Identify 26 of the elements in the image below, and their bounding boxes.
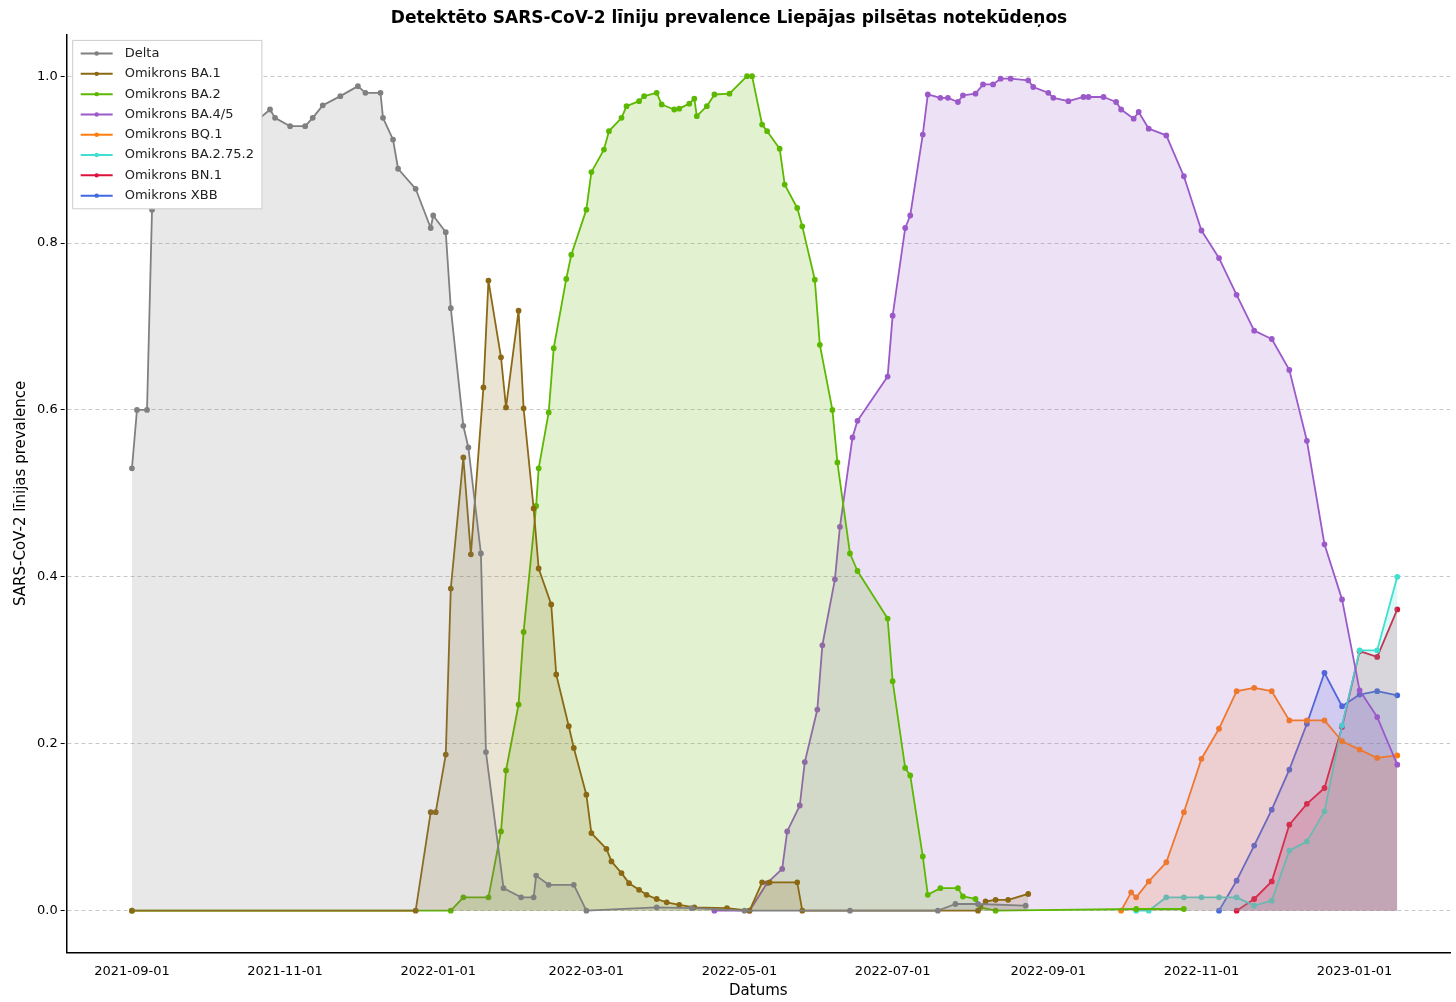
chart-title: Detektēto SARS-CoV-2 līniju prevalence Liepājas pilsētas notekūdeņos	[390, 6, 1068, 27]
x-tick-label: 2022-01-01	[400, 962, 477, 978]
y-tick-label: 0.0	[36, 902, 58, 918]
y-tick-label: 1.0	[36, 67, 58, 83]
x-tick-label: 2022-11-01	[1163, 962, 1240, 978]
y-tick-label: 0.2	[36, 735, 58, 751]
x-tick-label: 2022-05-01	[701, 962, 778, 978]
y-tick-label: 0.6	[36, 401, 58, 417]
legend-label: Omikrons BA.1	[124, 65, 221, 81]
legend-label: Delta	[124, 44, 160, 60]
y-axis-title: SARS-CoV-2 līnijas prevalence	[10, 380, 29, 606]
legend-label: Omikrons BA.2.75.2	[124, 146, 254, 162]
legend-label: Omikrons BA.4/5	[124, 105, 234, 121]
legend-label: Omikrons BA.2	[124, 85, 221, 101]
legend-label: Omikrons BN.1	[124, 166, 222, 182]
x-tick-label: 2022-03-01	[548, 962, 625, 978]
legend-label: Omikrons XBB	[124, 187, 218, 203]
y-tick-label: 0.8	[36, 234, 58, 250]
y-tick-label: 0.4	[36, 568, 58, 584]
x-axis-title: Datums	[729, 980, 788, 999]
legend-label: Omikrons BQ.1	[124, 126, 223, 142]
x-tick-label: 2021-11-01	[247, 962, 323, 978]
x-tick-label: 2023-01-01	[1316, 962, 1393, 978]
x-tick-label: 2021-09-01	[94, 962, 170, 978]
x-tick-label: 2022-07-01	[854, 962, 931, 978]
x-tick-label: 2022-09-01	[1010, 962, 1087, 978]
